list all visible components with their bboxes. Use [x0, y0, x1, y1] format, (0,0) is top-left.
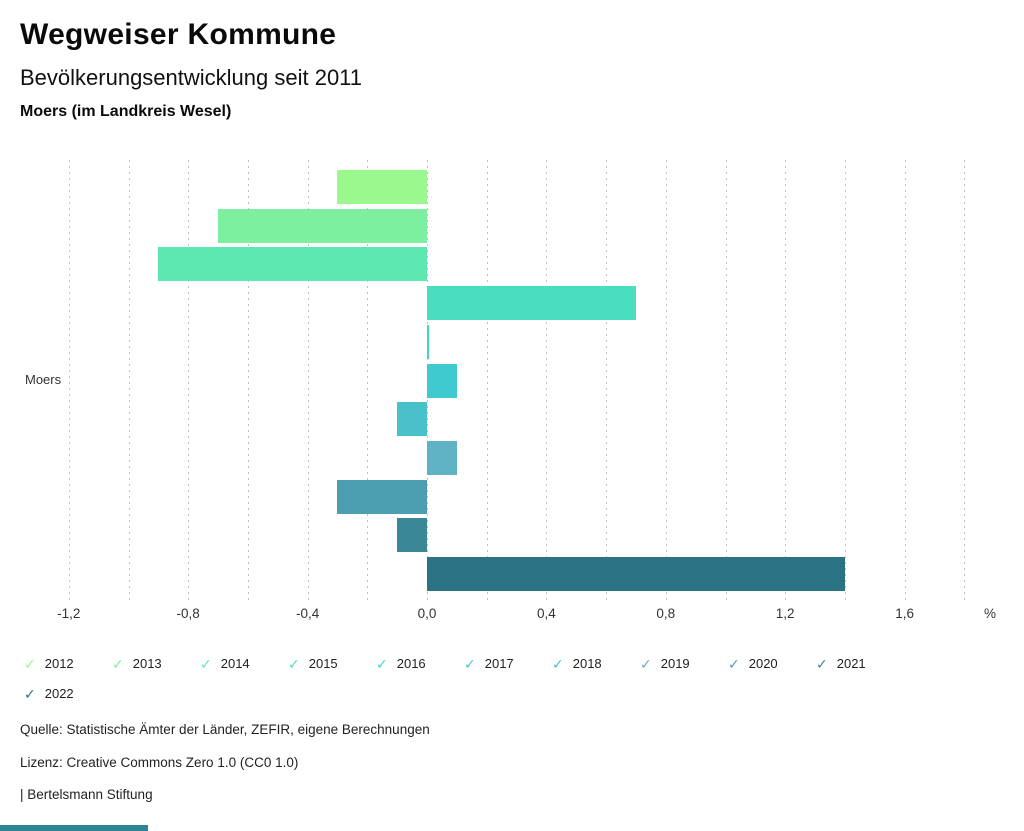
footer: Quelle: Statistische Ämter der Länder, Z…: [20, 722, 430, 820]
check-icon: ✓: [816, 655, 828, 672]
check-icon: ✓: [640, 655, 652, 672]
legend-item-2015[interactable]: ✓ 2015: [288, 656, 376, 671]
bar-2017[interactable]: [427, 363, 457, 398]
check-icon: ✓: [728, 655, 740, 672]
legend-item-2016[interactable]: ✓ 2016: [376, 656, 464, 671]
app-title: Wegweiser Kommune: [20, 18, 337, 51]
legend: ✓ 2012 ✓ 2013 ✓ 2014 ✓ 2015 ✓ 2016 ✓ 2017 ✓ 2018 ✓ 2019…: [24, 656, 924, 701]
gridline: [904, 160, 906, 604]
legend-item-2013[interactable]: ✓ 2013: [112, 656, 200, 671]
plot-area: [0, 160, 1024, 604]
bar-2019[interactable]: [427, 440, 457, 475]
legend-year-label: 2018: [572, 656, 602, 671]
check-icon: ✓: [24, 655, 36, 672]
gridline: [486, 160, 488, 604]
x-tick-label: 1,2: [775, 606, 795, 621]
legend-year-label: 2013: [132, 656, 162, 671]
legend-year-label: 2012: [44, 656, 74, 671]
legend-item-2017[interactable]: ✓ 2017: [464, 656, 552, 671]
bar-2020[interactable]: [337, 479, 427, 514]
x-tick-label: -0,4: [295, 606, 320, 621]
legend-year-label: 2019: [660, 656, 690, 671]
legend-year-label: 2022: [44, 686, 74, 701]
check-icon: ✓: [288, 655, 300, 672]
gridline: [785, 160, 787, 604]
bar-2013[interactable]: [218, 208, 427, 243]
check-icon: ✓: [112, 655, 124, 672]
bar-2018[interactable]: [397, 402, 427, 437]
gridline: [247, 160, 249, 604]
check-icon: ✓: [464, 655, 476, 672]
chart-header: Wegweiser Kommune Bevölkerungsentwicklun…: [20, 18, 362, 121]
x-tick-label: -0,8: [176, 606, 200, 621]
footer-accent-bar: [0, 825, 148, 831]
legend-year-label: 2014: [220, 656, 250, 671]
bar-2016[interactable]: [427, 324, 429, 359]
legend-year-label: 2017: [484, 656, 514, 671]
source-text: Quelle: Statistische Ämter der Länder, Z…: [20, 722, 430, 737]
bar-2015[interactable]: [427, 286, 636, 321]
gridline: [546, 160, 548, 604]
bar-2012[interactable]: [337, 170, 427, 204]
check-icon: ✓: [376, 655, 388, 672]
gridline: [128, 160, 130, 604]
legend-item-2020[interactable]: ✓ 2020: [728, 656, 816, 671]
gridline: [367, 160, 369, 604]
legend-year-label: 2016: [396, 656, 426, 671]
legend-item-2019[interactable]: ✓ 2019: [640, 656, 728, 671]
x-axis-unit-label: %: [983, 606, 997, 621]
legend-year-label: 2021: [836, 656, 866, 671]
x-tick-label: 0,8: [656, 606, 676, 621]
category-label-moers: Moers: [25, 372, 62, 387]
gridline: [307, 160, 309, 604]
legend-year-label: 2020: [748, 656, 778, 671]
gridline: [725, 160, 727, 604]
legend-item-2018[interactable]: ✓ 2018: [552, 656, 640, 671]
license-text: Lizenz: Creative Commons Zero 1.0 (CC0 1…: [20, 754, 299, 770]
legend-year-label: 2015: [308, 656, 338, 671]
x-tick-label: 0,4: [537, 606, 556, 621]
bar-2021[interactable]: [397, 518, 427, 553]
x-tick-label: 0,0: [417, 606, 437, 621]
bar-2022[interactable]: [427, 557, 845, 591]
gridline: [665, 160, 667, 604]
legend-item-2014[interactable]: ✓ 2014: [200, 656, 288, 671]
x-axis: -1,2 -0,8 -0,4 0,0 0,4 0,8 1,2 1,6%: [0, 606, 1024, 624]
check-icon: ✓: [552, 655, 564, 672]
bar-2014[interactable]: [158, 247, 427, 282]
x-tick-label: 1,6: [895, 606, 914, 621]
legend-item-2022[interactable]: ✓ 2022: [24, 686, 112, 701]
gridline: [188, 160, 190, 604]
gridline: [68, 160, 70, 604]
check-icon: ✓: [200, 655, 212, 672]
gridline: [964, 160, 966, 604]
gridline: [844, 160, 846, 604]
check-icon: ✓: [24, 685, 36, 702]
x-tick-label: -1,2: [57, 606, 81, 621]
location-subtitle: Moers (im Landkreis Wesel): [20, 103, 232, 120]
legend-item-2021[interactable]: ✓ 2021: [816, 656, 904, 671]
chart-title: Bevölkerungsentwicklung seit 2011: [20, 65, 363, 90]
gridline: [606, 160, 608, 604]
brand-text: | Bertelsmann Stiftung: [20, 787, 153, 802]
legend-item-2012[interactable]: ✓ 2012: [24, 656, 112, 671]
